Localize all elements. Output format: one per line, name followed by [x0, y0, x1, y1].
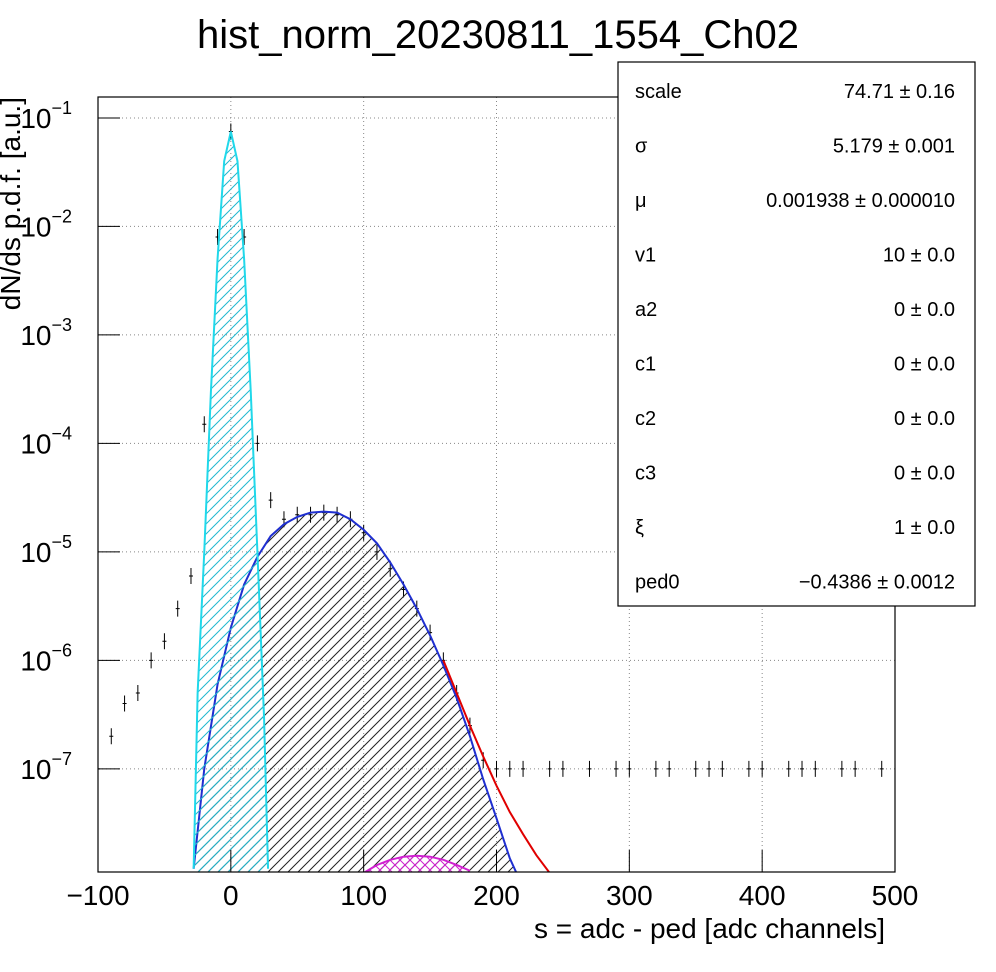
y-tick-exponent: −2 [51, 206, 72, 226]
y-tick-exponent: −3 [51, 315, 72, 335]
axes: −100 0 100 200 300 400 50010−710−610−510−410−3… [20, 98, 918, 911]
y-tick-label: 10−6 [20, 640, 72, 676]
stat-value: 10 ± 0.0 [883, 245, 955, 267]
stat-value: 0 ± 0.0 [894, 463, 955, 485]
stat-value: 74.71 ± 0.16 [844, 81, 955, 103]
data-point [746, 760, 751, 777]
x-tick-label: 500 [872, 880, 919, 911]
data-point [255, 435, 260, 452]
stats-frame [617, 61, 976, 607]
data-point [162, 633, 167, 650]
stat-value: 0.001938 ± 0.000010 [766, 190, 955, 212]
hatched-area [193, 131, 269, 872]
x-tick-label: 100 [340, 880, 387, 911]
fit-curve [363, 854, 471, 872]
plot-area [98, 97, 895, 872]
stat-value: 0 ± 0.0 [894, 408, 955, 430]
y-tick-label: 10−2 [20, 206, 72, 242]
data-point [560, 760, 565, 777]
stat-name: ξ [635, 517, 644, 539]
data-point [135, 685, 140, 702]
stat-name: μ [635, 190, 647, 212]
data-point [879, 760, 884, 777]
stat-name: a2 [635, 299, 657, 321]
stat-name: scale [635, 81, 682, 103]
data-point [175, 600, 180, 617]
data-point [627, 760, 632, 777]
stat-value: −0.4386 ± 0.0012 [799, 572, 955, 594]
data-point [149, 652, 154, 669]
fit-curve [192, 131, 270, 869]
data-point [587, 760, 592, 777]
stat-name: ped0 [635, 572, 680, 594]
x-tick-label: 300 [606, 880, 653, 911]
x-tick-label: 400 [739, 880, 786, 911]
data-point [122, 695, 127, 712]
y-tick-label: 10−1 [20, 98, 72, 134]
data-point [653, 760, 658, 777]
y-tick-exponent: −1 [51, 98, 72, 118]
data-point [720, 760, 725, 777]
data-point [800, 760, 805, 777]
stats-box: scale 74.71 ± 0.16 σ 5.179 ± 0.001 μ 0.001938… [617, 61, 976, 607]
y-tick-label: 10−7 [20, 749, 72, 785]
stat-name: c1 [635, 354, 656, 376]
y-tick-exponent: −5 [51, 532, 72, 552]
x-tick-label: 200 [473, 880, 520, 911]
stat-name: c2 [635, 408, 656, 430]
stat-value: 0 ± 0.0 [894, 299, 955, 321]
stat-value: 0 ± 0.0 [894, 354, 955, 376]
stat-name: σ [635, 136, 648, 158]
data-point [693, 760, 698, 777]
data-point [507, 760, 512, 777]
stat-value: 5.179 ± 0.001 [833, 136, 955, 158]
data-point [188, 567, 193, 584]
y-tick-label: 10−4 [20, 423, 72, 459]
y-tick-label: 10−5 [20, 532, 72, 568]
fit-curve [442, 659, 551, 872]
data-point [707, 760, 712, 777]
stat-name: v1 [635, 245, 656, 267]
data-point [786, 760, 791, 777]
data-point [667, 760, 672, 777]
x-axis-label: s = adc - ped [adc channels] [534, 913, 885, 944]
data-point [760, 760, 765, 777]
x-tick-label: 0 [223, 880, 239, 911]
data-point [202, 416, 207, 433]
data-point [109, 728, 114, 745]
data-point [547, 760, 552, 777]
y-tick-exponent: −7 [51, 749, 72, 769]
stat-value: 1 ± 0.0 [894, 517, 955, 539]
data-point [839, 760, 844, 777]
data-point [614, 760, 619, 777]
y-tick-exponent: −6 [51, 640, 72, 660]
y-tick-base: 10 [20, 645, 51, 676]
stat-name: c3 [635, 463, 656, 485]
y-axis-label: dN/ds p.d.f. [a.u.] [0, 97, 26, 310]
y-tick-base: 10 [20, 754, 51, 785]
data-point [521, 760, 526, 777]
data-point [268, 492, 273, 509]
hatched-area [193, 511, 517, 872]
chart-title: hist_norm_20230811_1554_Ch02 [197, 13, 799, 57]
data-point [494, 760, 499, 777]
y-tick-base: 10 [20, 211, 51, 242]
y-tick-base: 10 [20, 320, 51, 351]
data-point [853, 760, 858, 777]
y-tick-base: 10 [20, 103, 51, 134]
y-tick-exponent: −4 [51, 423, 72, 443]
y-tick-base: 10 [20, 428, 51, 459]
data-point [813, 760, 818, 777]
y-tick-base: 10 [20, 537, 51, 568]
x-tick-label: −100 [66, 880, 129, 911]
y-tick-label: 10−3 [20, 315, 72, 351]
